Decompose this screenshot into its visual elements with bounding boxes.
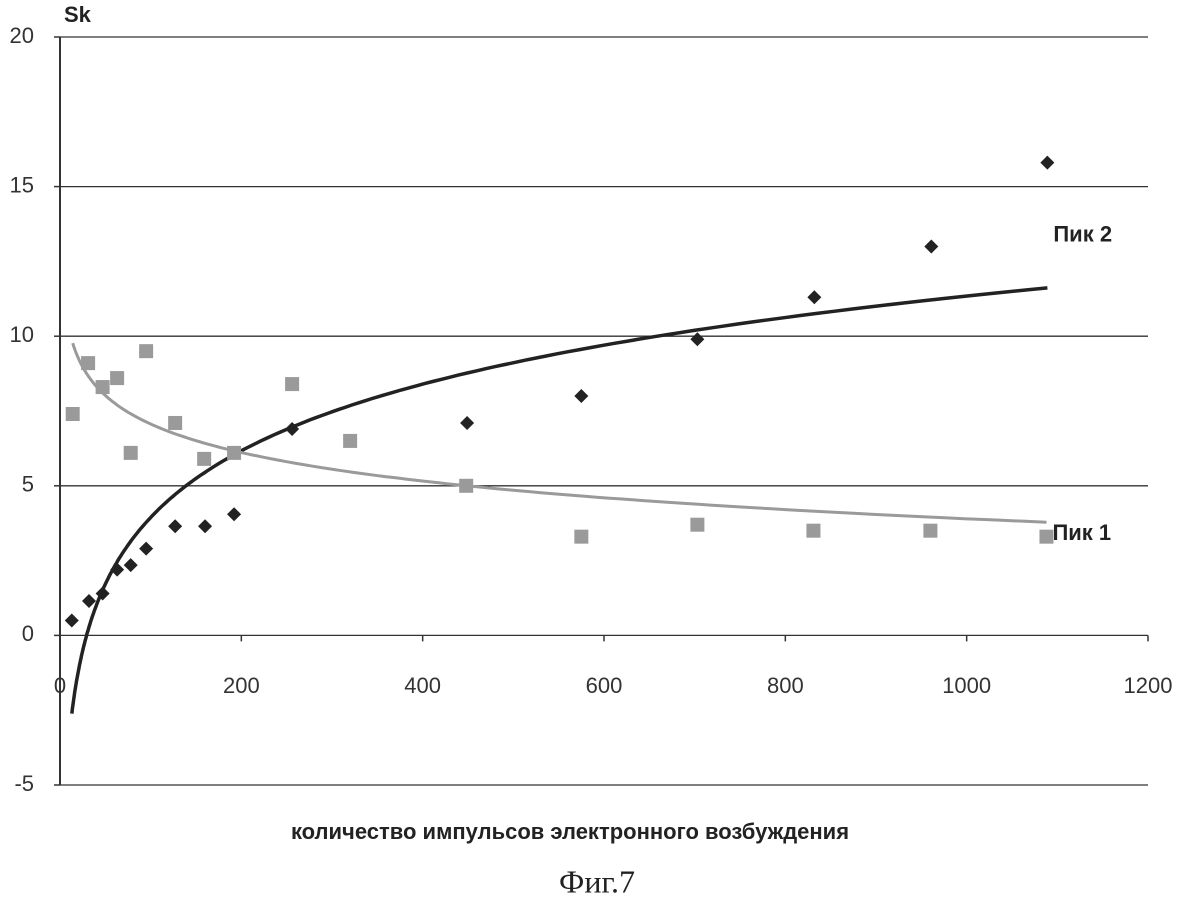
chart: Sk количество импульсов электронного воз… (0, 0, 1184, 906)
point (574, 389, 588, 403)
point (139, 542, 153, 556)
x-tick-label: 800 (767, 673, 804, 698)
point (124, 558, 138, 572)
point (227, 507, 241, 521)
point (923, 524, 937, 538)
point (924, 239, 938, 253)
point (198, 519, 212, 533)
point (460, 416, 474, 430)
point (168, 416, 182, 430)
point (110, 371, 124, 385)
point (96, 380, 110, 394)
point (459, 479, 473, 493)
x-axis-label: количество импульсов электронного возбуж… (291, 819, 849, 844)
x-tick-label: 0 (54, 673, 66, 698)
y-tick-label: 15 (10, 172, 34, 197)
point (807, 290, 821, 304)
point (81, 356, 95, 370)
x-tick-label: 200 (223, 673, 260, 698)
point (82, 594, 96, 608)
x-tick-label: 1200 (1124, 673, 1173, 698)
point (168, 519, 182, 533)
point (110, 563, 124, 577)
y-tick-label: 5 (22, 472, 34, 497)
x-tick-label: 600 (586, 673, 623, 698)
point (124, 446, 138, 460)
point (66, 407, 80, 421)
point (227, 446, 241, 460)
point (690, 332, 704, 346)
trend-line (72, 288, 1048, 714)
y-tick-label: 0 (22, 621, 34, 646)
point (139, 344, 153, 358)
y-tick-label: -5 (14, 771, 34, 796)
point (285, 377, 299, 391)
point (574, 530, 588, 544)
point (343, 434, 357, 448)
legend-label: Пик 1 (1052, 520, 1111, 545)
point (1039, 530, 1053, 544)
point (197, 452, 211, 466)
x-tick-label: 400 (404, 673, 441, 698)
point (65, 613, 79, 627)
legend-label: Пик 2 (1053, 222, 1112, 247)
point (1040, 156, 1054, 170)
x-tick-label: 1000 (942, 673, 991, 698)
point (690, 518, 704, 532)
y-tick-label: 10 (10, 322, 34, 347)
y-tick-label: 20 (10, 23, 34, 48)
y-axis-label: Sk (64, 2, 92, 27)
trend-line (73, 343, 1047, 522)
figure-caption: Фиг.7 (559, 863, 635, 899)
point (806, 524, 820, 538)
